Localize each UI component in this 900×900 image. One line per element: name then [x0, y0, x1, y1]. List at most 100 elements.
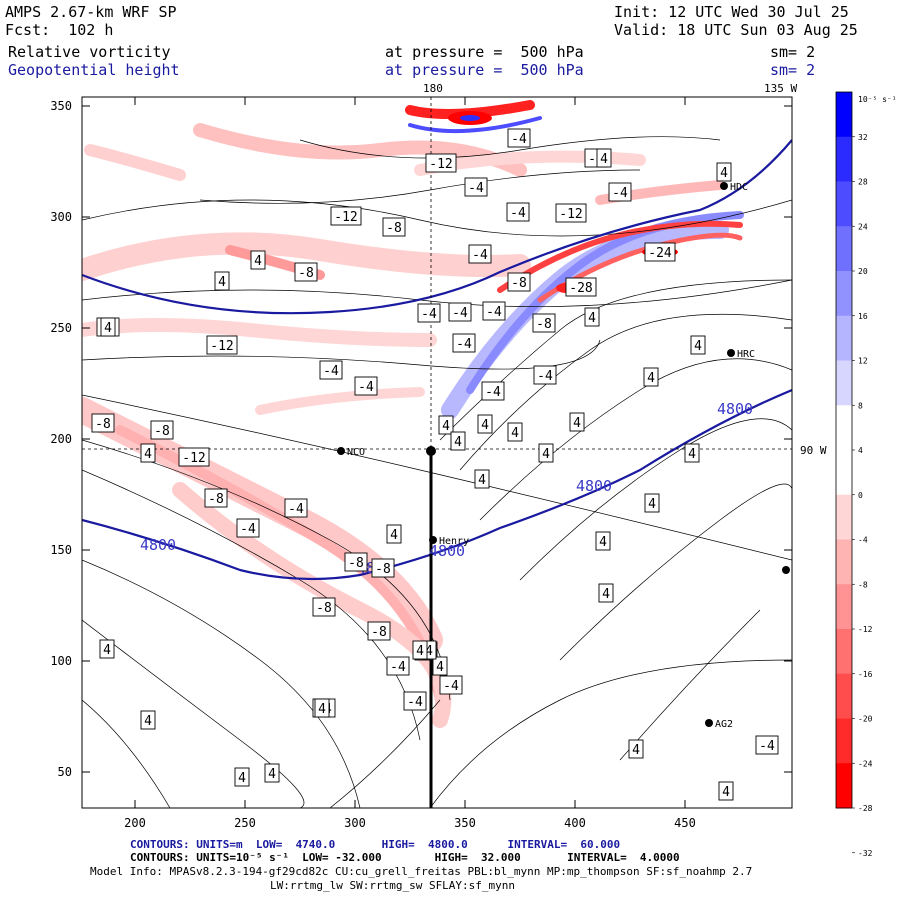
- geopotential-contours: [82, 139, 792, 581]
- vorticity-band: [84, 144, 186, 181]
- field-geopotential: Geopotential height: [8, 61, 180, 79]
- axis-ticks: 200 250 300 350 400 450 350 300 250 200 150 100 50: [50, 97, 792, 830]
- colorbar-segment: [836, 136, 852, 182]
- vorticity-contour-line: [329, 699, 441, 808]
- vorticity-label: 4: [264, 763, 280, 783]
- svg-text:-12: -12: [429, 157, 452, 172]
- vorticity-label: -4: [354, 376, 378, 396]
- svg-text:NCO: NCO: [347, 447, 365, 458]
- vorticity-band: [82, 318, 437, 347]
- svg-text:-4: -4: [323, 364, 339, 379]
- vorticity-contour-line: [519, 418, 792, 581]
- vorticity-band: [82, 232, 531, 281]
- vorticity-label: -4: [452, 333, 476, 353]
- station-hrc: HRC: [727, 349, 755, 360]
- svg-text:-4: -4: [511, 132, 527, 147]
- vorticity-label: 4: [690, 335, 706, 355]
- colorbar-label: 12: [858, 357, 868, 366]
- svg-text:-4: -4: [468, 181, 484, 196]
- colorbar-label: 16: [858, 312, 868, 321]
- svg-text:4: 4: [218, 275, 226, 290]
- vorticity-contour-line: [429, 659, 792, 808]
- svg-text:-4: -4: [759, 739, 775, 754]
- svg-text:4: 4: [602, 587, 610, 602]
- y-tick-label: 250: [50, 321, 72, 335]
- svg-text:-4: -4: [456, 337, 472, 352]
- svg-text:-4: -4: [443, 679, 459, 694]
- vorticity-label: 4: [438, 415, 454, 435]
- x-tick-label: 450: [674, 816, 696, 830]
- svg-text:HDC: HDC: [730, 182, 748, 193]
- colorbar-segment: [836, 360, 852, 406]
- svg-text:-4: -4: [452, 306, 468, 321]
- vorticity-label: 4: [432, 656, 448, 676]
- vorticity-label: -8: [532, 313, 556, 333]
- svg-text:-4: -4: [537, 369, 553, 384]
- vorticity-label: -4: [608, 182, 632, 202]
- lon-label-135w: 135 W: [764, 82, 798, 95]
- height-contour-4800: [82, 388, 792, 581]
- svg-text:-4: -4: [407, 695, 423, 710]
- svg-text:4: 4: [648, 497, 656, 512]
- colorbar-label: -28: [858, 804, 873, 813]
- y-tick-label: 300: [50, 210, 72, 224]
- colorbar-label: -16: [858, 670, 873, 679]
- vorticity-label: -4: [417, 303, 441, 323]
- svg-text:-8: -8: [536, 317, 552, 332]
- vorticity-label: -8: [294, 262, 318, 282]
- svg-text:4: 4: [416, 644, 424, 659]
- svg-text:4: 4: [103, 643, 111, 658]
- vorticity-label: 4: [716, 162, 732, 182]
- colorbar-segment: [836, 271, 852, 317]
- svg-text:-12: -12: [559, 207, 582, 222]
- vorticity-label: -4: [464, 177, 488, 197]
- x-tick-label: 300: [344, 816, 366, 830]
- vorticity-label: -8: [371, 558, 395, 578]
- init-time: Init: 12 UTC Wed 30 Jul 25: [614, 3, 849, 21]
- forecast-hour: Fcst: 102 h: [5, 21, 114, 39]
- vorticity-label: -4: [284, 498, 308, 518]
- svg-text:-12: -12: [334, 210, 357, 225]
- svg-text:4: 4: [511, 426, 519, 441]
- svg-text:-8: -8: [375, 562, 391, 577]
- svg-text:-8: -8: [511, 276, 527, 291]
- vorticity-label: -4: [468, 244, 492, 264]
- colorbar-label: -4: [858, 536, 868, 545]
- svg-text:-12: -12: [210, 339, 233, 354]
- colorbar-segment: [836, 539, 852, 585]
- svg-text:-4: -4: [390, 660, 406, 675]
- svg-text:4: 4: [478, 473, 486, 488]
- height-contour-4800: [82, 139, 792, 315]
- vorticity-label: -4: [755, 735, 779, 755]
- vorticity-band: [466, 211, 744, 394]
- height-contour-label: 4800: [717, 400, 753, 418]
- colorbar-segment: [836, 673, 852, 719]
- svg-text:HRC: HRC: [737, 349, 755, 360]
- vorticity-label: -8: [91, 413, 115, 433]
- vorticity-label: -8: [382, 217, 406, 237]
- vorticity-label: 4: [596, 148, 612, 168]
- vorticity-contour-line: [82, 469, 421, 741]
- station-nco: NCO: [337, 447, 365, 458]
- lon-label-90w: 90 W: [800, 444, 827, 457]
- vorticity-label: 4: [643, 367, 659, 387]
- vorticity-contour-info: CONTOURS: UNITS=10⁻⁵ s⁻¹ LOW= -32.000 HI…: [130, 851, 680, 864]
- station-hdc: HDC: [720, 182, 748, 193]
- svg-text:4: 4: [599, 535, 607, 550]
- svg-text:4: 4: [688, 447, 696, 462]
- vorticity-label: 4: [314, 698, 330, 718]
- svg-text:4: 4: [600, 152, 608, 167]
- colorbar-label: 20: [858, 267, 868, 276]
- vorticity-label: -12: [425, 153, 457, 173]
- vorticity-label: -8: [312, 597, 336, 617]
- vorticity-contour-line: [559, 483, 792, 661]
- svg-text:4: 4: [694, 339, 702, 354]
- vorticity-band: [255, 387, 425, 415]
- svg-text:-8: -8: [95, 417, 111, 432]
- valid-time: Valid: 18 UTC Sun 03 Aug 25: [614, 21, 858, 39]
- vorticity-label: -12: [330, 206, 362, 226]
- vorticity-label: -12: [206, 335, 238, 355]
- svg-text:4: 4: [436, 660, 444, 675]
- colorbar-label: 4: [858, 446, 863, 455]
- svg-text:4: 4: [104, 321, 112, 336]
